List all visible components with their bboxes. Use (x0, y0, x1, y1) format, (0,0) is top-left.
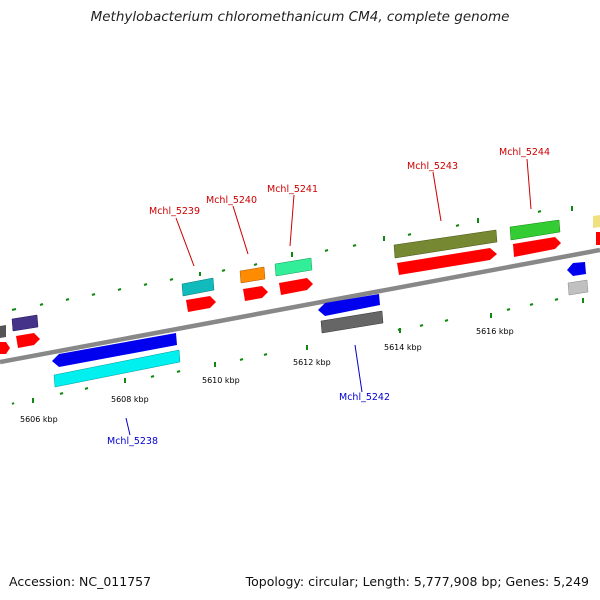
gene-label-5240: Mchl_5240 (206, 195, 257, 206)
scale-label: 5608 kbp (111, 395, 149, 404)
gene-label-5242: Mchl_5242 (339, 392, 390, 403)
reverse-features (0, 262, 589, 388)
genome-backbone (0, 247, 600, 365)
scale-label: 5610 kbp (202, 376, 240, 385)
gene-box-right-grey (567, 279, 589, 296)
gene-labels: Mchl_5238 Mchl_5239 Mchl_5240 Mchl_5241 … (107, 147, 550, 447)
gene-box-left-purple (11, 314, 39, 332)
gene-label-5244: Mchl_5244 (499, 147, 550, 158)
cds-forward-left (16, 333, 40, 348)
cds-forward-5240 (243, 286, 268, 301)
cds-forward-left-edge (0, 342, 10, 354)
gene-box-5243 (393, 229, 498, 259)
gene-box-5241 (274, 257, 313, 277)
gene-box-5238 (53, 349, 181, 388)
gene-box-left-edge (0, 325, 6, 338)
scale-label: 5614 kbp (384, 343, 422, 352)
cds-reverse-5242 (318, 294, 380, 316)
gene-label-5239: Mchl_5239 (149, 206, 200, 217)
gene-box-5244 (509, 219, 561, 241)
scale-track-lower (11, 298, 584, 405)
label-leaders (125, 158, 532, 436)
forward-genes (181, 215, 600, 297)
cds-forward-5244 (513, 237, 561, 257)
gene-label-5243: Mchl_5243 (407, 161, 458, 172)
scale-label: 5616 kbp (476, 327, 514, 336)
cds-reverse-right (567, 262, 586, 276)
scale-label: 5606 kbp (20, 415, 58, 424)
map-title: Methylobacterium chloromethanicum CM4, c… (90, 9, 510, 25)
cds-forward-5241 (279, 278, 313, 295)
scale-labels: 5606 kbp 5608 kbp 5610 kbp 5612 kbp 5614… (20, 327, 514, 424)
forward-features (0, 232, 600, 354)
genome-stats-text: Topology: circular; Length: 5,777,908 bp… (245, 574, 589, 589)
cds-forward-right-edge (596, 232, 600, 245)
gene-box-5239 (181, 277, 215, 297)
scale-track-upper (11, 206, 573, 311)
gene-box-5242 (320, 310, 384, 334)
cds-forward-5239 (186, 296, 216, 312)
gene-label-5238: Mchl_5238 (107, 436, 158, 447)
gene-label-5241: Mchl_5241 (267, 184, 318, 195)
gene-box-right-edge (593, 215, 600, 228)
cds-forward-5243 (397, 248, 497, 275)
gene-box-5240 (239, 266, 266, 284)
accession-text: Accession: NC_011757 (9, 574, 152, 589)
cds-reverse-5238 (52, 333, 177, 367)
scale-label: 5612 kbp (293, 358, 331, 367)
